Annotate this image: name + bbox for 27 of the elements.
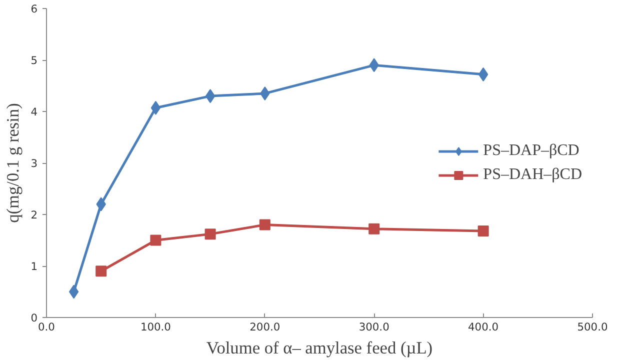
point: [204, 228, 216, 240]
legend-label: PS–DAH–βCD: [483, 166, 582, 184]
point: [68, 284, 79, 299]
point: [205, 89, 216, 104]
y-tick-label: 3: [30, 157, 38, 170]
legend-label: PS–DAP–βCD: [483, 142, 580, 160]
x-tick-label: 0.0: [38, 320, 56, 334]
point: [368, 223, 380, 234]
y-tick-label: 1: [30, 260, 38, 273]
y-tick-label: 6: [30, 2, 38, 16]
x-tick-label: 300.0: [358, 320, 390, 334]
point: [96, 266, 107, 277]
point: [478, 225, 489, 236]
x-tick-label: 500.0: [577, 320, 608, 334]
point: [150, 100, 161, 115]
x-axis-title: Volume of α– amylase feed (µL): [206, 338, 433, 358]
point: [478, 67, 488, 82]
y-tick-label: 2: [30, 208, 38, 222]
y-tick-label: 0: [30, 312, 38, 324]
x-tick-label: 200.0: [250, 320, 280, 334]
y-tick-label: 4: [30, 106, 38, 118]
y-axis-title: q(mg/0.1 g resin): [4, 102, 23, 223]
point: [150, 234, 162, 246]
y-tick-label: 5: [30, 54, 38, 67]
x-tick-label: 400.0: [468, 320, 499, 334]
x-tick-label: 100.0: [140, 320, 172, 334]
point: [259, 219, 270, 230]
